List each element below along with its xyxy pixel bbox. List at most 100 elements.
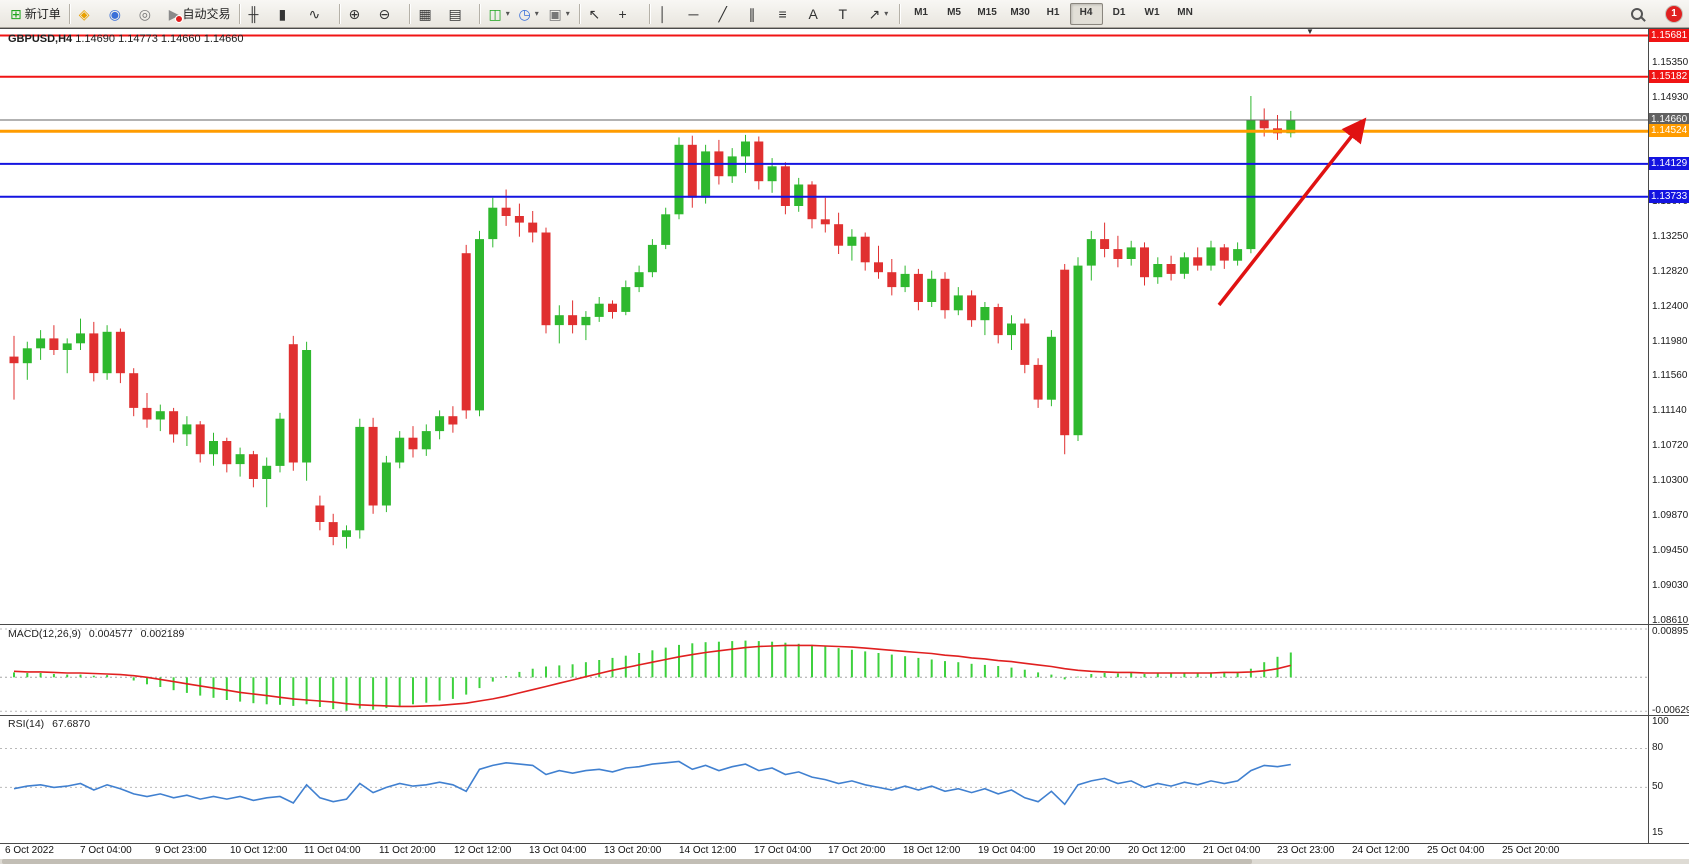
candle-body <box>767 166 777 182</box>
periods-button[interactable]: ◷ ▾ <box>515 2 545 26</box>
candle-body <box>435 416 445 432</box>
zoom-out-button[interactable]: ⊖ <box>375 2 405 26</box>
toolbar-separator <box>478 3 481 24</box>
vertical-line-button[interactable]: │ <box>655 2 685 26</box>
rsi-canvas[interactable] <box>0 716 1648 842</box>
candle-body <box>1046 336 1056 400</box>
timeframe-m5[interactable]: M5 <box>947 6 961 18</box>
timeframe-w1[interactable]: W1 <box>1144 6 1160 18</box>
price-axis-separator <box>1648 29 1649 843</box>
candle-body <box>581 316 591 326</box>
candle-body <box>368 426 378 506</box>
candle-body <box>1153 264 1163 278</box>
candle-body <box>927 278 937 302</box>
scrollbar-thumb[interactable] <box>2 859 1252 864</box>
timeframe-m15[interactable]: M15 <box>977 6 997 18</box>
price-axis[interactable]: 1.153501.149301.145101.140901.136701.132… <box>1649 29 1689 859</box>
zoom-in-button[interactable]: ⊕ <box>345 2 375 26</box>
chart-region: GBPUSD,H4 1.14690 1.14773 1.14660 1.1466… <box>0 27 1689 864</box>
candle-body <box>315 505 325 522</box>
crosshair-button[interactable]: + <box>615 2 645 26</box>
time-axis-label: 11 Oct 20:00 <box>379 845 436 856</box>
candle-body <box>594 303 604 317</box>
macd-tick-label: 0.00895 <box>1652 626 1689 637</box>
candle-body <box>900 273 910 288</box>
candle-body <box>62 343 72 350</box>
templates-button[interactable]: ▣ ▾ <box>545 2 575 26</box>
macd-panel[interactable]: MACD(12,26,9) 0.004577 0.002189 <box>0 626 1648 714</box>
time-axis-label: 6 Oct 2022 <box>5 845 54 856</box>
notification-badge[interactable]: 1 <box>1665 4 1683 23</box>
alerts-button[interactable]: ◎ <box>135 2 165 26</box>
candle-body <box>634 272 644 288</box>
auto-arrange-button[interactable]: ▤ <box>445 2 475 26</box>
trend-arrow-annotation[interactable] <box>1217 117 1367 307</box>
price-badge-1.15681: 1.15681 <box>1649 29 1689 42</box>
fibonacci-button[interactable]: ≡ <box>775 2 805 26</box>
macd-signal-value: 0.002189 <box>140 628 185 640</box>
horizontal-scrollbar[interactable] <box>0 859 1689 864</box>
price-tick-label: 1.15350 <box>1652 57 1689 68</box>
cursor-button[interactable]: ↖ <box>585 2 615 26</box>
timeframe-m30[interactable]: M30 <box>1010 6 1030 18</box>
candle-body <box>129 373 139 408</box>
candle-body <box>1086 239 1096 266</box>
trendline-icon: ╱ <box>718 5 727 22</box>
candlestick-mode-button[interactable]: ▮ <box>275 2 305 26</box>
time-axis-label: 23 Oct 23:00 <box>1277 845 1335 856</box>
macd-label: MACD(12,26,9) 0.004577 0.002189 <box>8 628 189 640</box>
macd-canvas[interactable] <box>0 626 1648 714</box>
text-label-button[interactable]: T <box>835 2 865 26</box>
rsi-panel[interactable]: RSI(14) 67.6870 <box>0 716 1648 842</box>
candle-body <box>940 278 950 311</box>
candle-body <box>1113 249 1123 259</box>
timeframe-m1[interactable]: M1 <box>914 6 928 18</box>
time-axis[interactable]: 6 Oct 2022 7 Oct 04:00 9 Oct 23:00 10 Oct 1… <box>0 844 1689 859</box>
periods-dropdown-icon: ▾ <box>534 9 539 18</box>
main-chart-panel[interactable]: GBPUSD,H4 1.14690 1.14773 1.14660 1.1466… <box>0 27 1648 623</box>
horizontal-line-button[interactable]: ─ <box>685 2 715 26</box>
candle-body <box>980 307 990 321</box>
candle-body <box>727 156 737 177</box>
price-tick-label: 1.13250 <box>1652 231 1689 242</box>
ohlc-values-label: 1.14690 1.14773 1.14660 1.14660 <box>75 33 244 45</box>
auto-trading-button[interactable]: ▶ 自动交易 <box>165 2 235 26</box>
timeframe-d1[interactable]: D1 <box>1112 6 1126 18</box>
fibonacci-icon: ≡ <box>778 5 787 22</box>
charts-list-button[interactable]: ◈ <box>75 2 105 26</box>
panel-divider-macd[interactable] <box>0 624 1689 625</box>
timeframe-mn[interactable]: MN <box>1177 6 1193 18</box>
arrows-tool-button[interactable]: ↗ ▾ <box>865 2 895 26</box>
bar-chart-mode-button[interactable]: ╫ <box>245 2 275 26</box>
line-chart-mode-button[interactable]: ∿ <box>305 2 335 26</box>
equidistant-channel-button[interactable]: ∥ <box>745 2 775 26</box>
price-lines[interactable] <box>0 34 1648 198</box>
time-axis-label: 25 Oct 20:00 <box>1502 845 1560 856</box>
time-axis-label: 25 Oct 04:00 <box>1427 845 1485 856</box>
price-tick-label: 1.11560 <box>1652 370 1688 381</box>
candle-body <box>754 141 764 182</box>
charts-list-icon: ◈ <box>78 5 90 22</box>
time-axis-label: 14 Oct 12:00 <box>679 845 737 856</box>
rsi-name-label: RSI(14) <box>8 718 45 730</box>
new-order-button[interactable]: ⊞ 新订单 <box>6 2 65 26</box>
timeframe-h4[interactable]: H4 <box>1069 2 1103 25</box>
timeframe-h1[interactable]: H1 <box>1046 6 1060 18</box>
candle-body <box>275 418 285 466</box>
candle-body <box>328 522 338 537</box>
chart-title: GBPUSD,H4 1.14690 1.14773 1.14660 1.1466… <box>8 33 243 45</box>
profiles-button[interactable]: ◉ <box>105 2 135 26</box>
candle-body <box>209 441 218 455</box>
search-button[interactable] <box>1627 2 1657 26</box>
tile-windows-button[interactable]: ▦ <box>415 2 445 26</box>
text-button[interactable]: A <box>805 2 835 26</box>
panel-divider-rsi[interactable] <box>0 715 1689 716</box>
trendline-button[interactable]: ╱ <box>715 2 745 26</box>
auto-trading-label: 自动交易 <box>182 7 231 21</box>
main-chart-canvas[interactable] <box>0 29 1648 623</box>
toolbar: ⊞ 新订单 ◈ ◉ ◎ ▶ 自动交易 ╫ ▮ ∿ ⊕ ⊖ ▦ ▤ ◫ ▾ ◷ ▾ ▣ ▾ ↖ + │ ─ ╱ ∥ ≡ A T ↗ ▾ M1 M5… <box>0 0 1689 28</box>
profiles-icon: ◉ <box>108 5 121 22</box>
candle-body <box>794 184 804 206</box>
new-chart-button[interactable]: ◫ ▾ <box>485 2 515 26</box>
price-tick-label: 1.10720 <box>1652 440 1689 451</box>
